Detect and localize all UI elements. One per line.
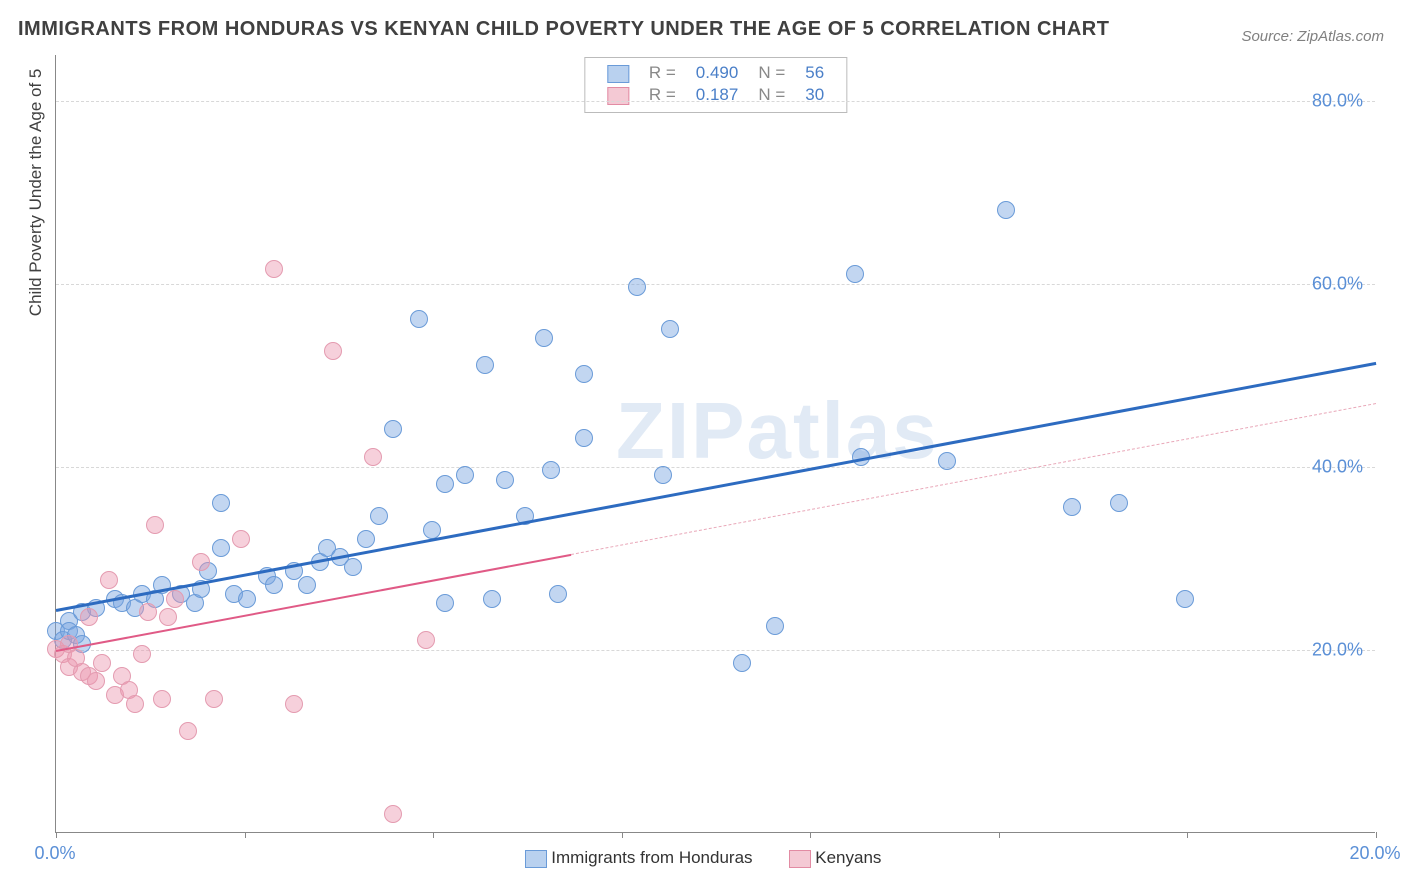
r-value: 0.490 [686, 62, 749, 84]
data-point [384, 805, 402, 823]
y-tick-label: 20.0% [1312, 639, 1363, 660]
legend-stats: R =0.490N =56 R =0.187N =30 [584, 57, 847, 113]
x-tick-mark [245, 832, 246, 838]
data-point [766, 617, 784, 635]
data-point [153, 690, 171, 708]
data-point [265, 576, 283, 594]
data-point [436, 594, 454, 612]
x-tick-mark [56, 832, 57, 838]
data-point [364, 448, 382, 466]
data-point [357, 530, 375, 548]
data-point [549, 585, 567, 603]
data-point [238, 590, 256, 608]
x-tick-mark [433, 832, 434, 838]
data-point [205, 690, 223, 708]
y-tick-label: 40.0% [1312, 456, 1363, 477]
n-value: 56 [795, 62, 834, 84]
data-point [285, 695, 303, 713]
legend-label: Immigrants from Honduras [551, 848, 752, 867]
x-tick-mark [1187, 832, 1188, 838]
n-label: N = [748, 84, 795, 106]
gridline [56, 101, 1375, 102]
data-point [575, 429, 593, 447]
data-point [80, 608, 98, 626]
data-point [212, 494, 230, 512]
data-point [1176, 590, 1194, 608]
data-point [846, 265, 864, 283]
legend-swatch [607, 87, 629, 105]
gridline [56, 284, 1375, 285]
data-point [483, 590, 501, 608]
data-point [661, 320, 679, 338]
data-point [575, 365, 593, 383]
x-tick-mark [1376, 832, 1377, 838]
plot-area: ZIPatlas R =0.490N =56 R =0.187N =30 20.0… [55, 55, 1375, 833]
y-axis-label: Child Poverty Under the Age of 5 [26, 69, 46, 317]
data-point [166, 590, 184, 608]
data-point [417, 631, 435, 649]
data-point [535, 329, 553, 347]
data-point [997, 201, 1015, 219]
data-point [344, 558, 362, 576]
x-tick-mark [999, 832, 1000, 838]
data-point [542, 461, 560, 479]
data-point [1110, 494, 1128, 512]
data-point [93, 654, 111, 672]
r-label: R = [639, 84, 686, 106]
y-tick-label: 80.0% [1312, 90, 1363, 111]
data-point [456, 466, 474, 484]
x-tick-label: 20.0% [1349, 843, 1400, 864]
data-point [370, 507, 388, 525]
data-point [265, 260, 283, 278]
data-point [628, 278, 646, 296]
x-tick-mark [810, 832, 811, 838]
legend-series: Immigrants from Honduras Kenyans [0, 848, 1406, 868]
data-point [476, 356, 494, 374]
source-attribution: Source: ZipAtlas.com [1241, 28, 1384, 45]
data-point [146, 516, 164, 534]
data-point [384, 420, 402, 438]
data-point [139, 603, 157, 621]
data-point [232, 530, 250, 548]
gridline [56, 467, 1375, 468]
legend-label: Kenyans [815, 848, 881, 867]
data-point [100, 571, 118, 589]
data-point [298, 576, 316, 594]
trend-line [571, 403, 1376, 555]
n-value: 30 [795, 84, 834, 106]
data-point [212, 539, 230, 557]
watermark-text: ZIPatlas [616, 385, 939, 477]
data-point [436, 475, 454, 493]
data-point [1063, 498, 1081, 516]
x-tick-label: 0.0% [34, 843, 75, 864]
data-point [87, 672, 105, 690]
legend-swatch [607, 65, 629, 83]
data-point [126, 695, 144, 713]
y-tick-label: 60.0% [1312, 273, 1363, 294]
n-label: N = [748, 62, 795, 84]
data-point [496, 471, 514, 489]
gridline [56, 650, 1375, 651]
data-point [179, 722, 197, 740]
data-point [192, 553, 210, 571]
legend-swatch [525, 850, 547, 868]
r-label: R = [639, 62, 686, 84]
data-point [654, 466, 672, 484]
chart-title: IMMIGRANTS FROM HONDURAS VS KENYAN CHILD… [18, 18, 1109, 41]
data-point [133, 645, 151, 663]
legend-swatch [789, 850, 811, 868]
data-point [324, 342, 342, 360]
data-point [159, 608, 177, 626]
trend-line [56, 362, 1377, 612]
x-tick-mark [622, 832, 623, 838]
r-value: 0.187 [686, 84, 749, 106]
data-point [733, 654, 751, 672]
data-point [938, 452, 956, 470]
data-point [410, 310, 428, 328]
